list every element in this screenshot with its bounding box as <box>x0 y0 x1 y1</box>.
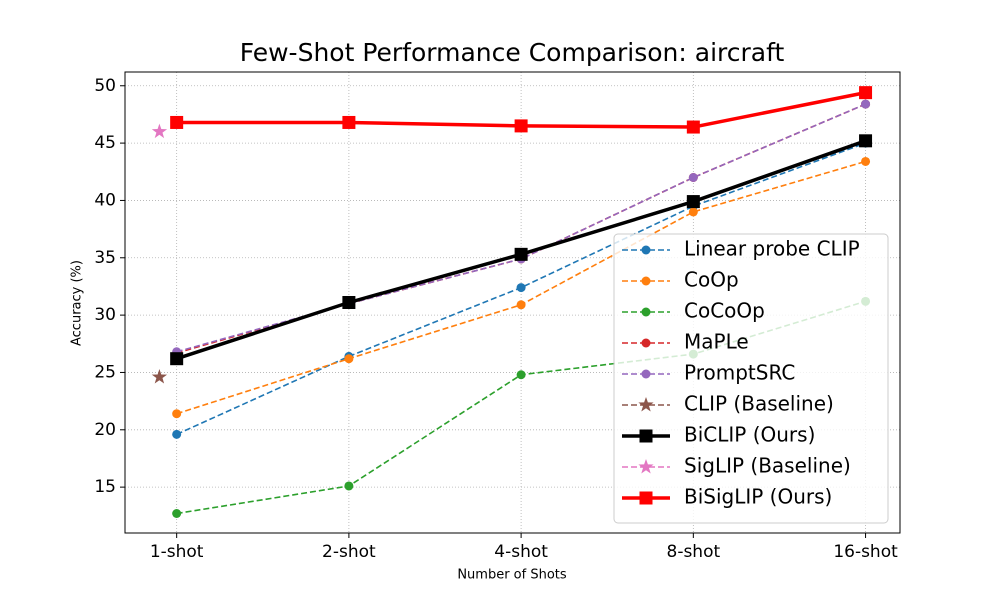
legend-marker <box>641 245 651 255</box>
point <box>172 429 182 439</box>
point <box>516 370 526 380</box>
point <box>170 352 184 366</box>
point <box>172 509 182 519</box>
x-tick-label: 4-shot <box>494 542 548 562</box>
y-tick-label: 25 <box>94 362 116 382</box>
point <box>151 123 168 139</box>
legend-marker <box>638 397 654 412</box>
legend-label: PromptSRC <box>684 361 795 385</box>
x-tick-label: 1-shot <box>150 542 204 562</box>
legend-label: BiSigLIP (Ours) <box>684 485 832 509</box>
point <box>514 119 528 133</box>
point <box>516 283 526 293</box>
y-tick-label: 15 <box>94 477 116 497</box>
legend-marker <box>639 491 653 505</box>
point <box>686 120 700 134</box>
point <box>859 134 873 148</box>
point <box>688 173 698 183</box>
x-tick-label: 16-shot <box>833 542 898 562</box>
legend-marker <box>641 338 651 348</box>
legend-marker <box>641 307 651 317</box>
y-tick-label: 45 <box>94 133 116 153</box>
point <box>688 207 698 217</box>
point <box>686 195 700 209</box>
x-axis-label: Number of Shots <box>457 568 567 583</box>
x-tick-label: 2-shot <box>322 542 376 562</box>
y-tick-label: 30 <box>94 305 116 325</box>
legend-frame <box>613 233 889 524</box>
point <box>859 86 873 100</box>
point <box>342 296 356 309</box>
y-axis-label: Accuracy (%) <box>70 260 85 346</box>
point <box>151 369 168 384</box>
y-tick-label: 35 <box>94 248 116 268</box>
y-tick-label: 50 <box>94 76 116 96</box>
legend-marker <box>638 459 654 474</box>
point <box>861 99 871 109</box>
legend: Linear probe CLIP CoOp CoCoOp MaPLe PromptSR… <box>613 233 889 524</box>
legend-label: CoOp <box>684 268 739 292</box>
point <box>342 115 356 129</box>
point <box>344 481 354 491</box>
point <box>514 247 528 261</box>
point <box>861 156 871 166</box>
legend-label: SigLIP (Baseline) <box>684 454 851 478</box>
plot-frame <box>124 71 901 534</box>
chart-title: Few-Shot Performance Comparison: aircraf… <box>240 38 785 67</box>
legend-label: MaPLe <box>684 330 749 354</box>
legend-label: BiCLIP (Ours) <box>684 423 815 447</box>
point <box>344 354 354 364</box>
y-tick-label: 40 <box>94 190 116 210</box>
point <box>172 409 182 419</box>
legend-label: CLIP (Baseline) <box>684 392 834 416</box>
legend-label: Linear probe CLIP <box>684 237 860 261</box>
point <box>516 300 526 310</box>
point <box>170 115 184 129</box>
legend-marker <box>641 369 651 379</box>
legend-marker <box>639 429 653 443</box>
y-tick-label: 20 <box>94 420 116 440</box>
legend-marker <box>641 276 651 286</box>
legend-label: CoCoOp <box>684 299 765 323</box>
x-tick-label: 8-shot <box>667 542 721 562</box>
